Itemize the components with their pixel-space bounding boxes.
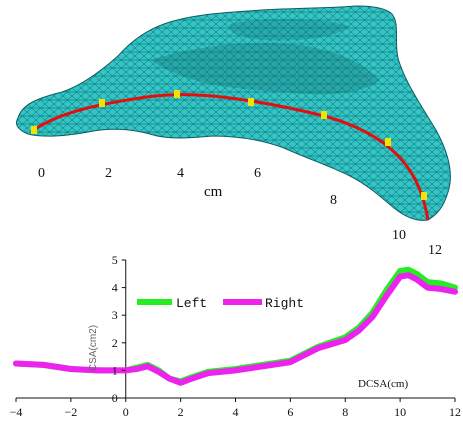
x-tick-label: 4 xyxy=(233,405,239,419)
x-tick-label: −4 xyxy=(10,405,23,419)
x-tick-label: −2 xyxy=(64,405,77,419)
legend: Left Right xyxy=(137,296,304,311)
y-axis-label: CSA(cm2) xyxy=(88,325,99,371)
y-tick-label: 5 xyxy=(112,253,118,267)
centerline-marker xyxy=(31,126,37,134)
y-tick-label: 4 xyxy=(112,281,118,295)
centerline-marker xyxy=(99,99,105,107)
x-tick-label: 2 xyxy=(178,405,184,419)
x-axis-label: DCSA(cm) xyxy=(358,378,408,390)
centerline-label-12: 12 xyxy=(428,243,442,258)
series-line-left xyxy=(13,266,458,385)
centerline-labels: 0 2 4 6 8 10 12 cm xyxy=(38,166,442,258)
centerline-marker xyxy=(385,138,391,146)
y-tick-label: 3 xyxy=(112,308,118,322)
mesh-model xyxy=(15,5,451,221)
x-tick-label: 12 xyxy=(449,405,461,419)
mesh-shadow xyxy=(150,42,380,95)
x-tick-label: 6 xyxy=(287,405,293,419)
y-tick-label: 0 xyxy=(112,391,118,405)
legend-label-left: Left xyxy=(176,296,207,311)
centerline xyxy=(33,93,430,221)
mesh-shadow-2 xyxy=(229,18,350,41)
centerline-marker xyxy=(248,98,254,106)
centerline-marker xyxy=(321,111,327,119)
series-line-right xyxy=(13,272,458,386)
mesh-unit-label: cm xyxy=(204,184,223,200)
centerline-label-0: 0 xyxy=(38,166,45,181)
x-tick-label: 8 xyxy=(342,405,348,419)
chart-series xyxy=(13,266,458,386)
centerline-label-2: 2 xyxy=(105,166,112,181)
centerline-label-4: 4 xyxy=(177,166,184,181)
x-tick-label: 10 xyxy=(394,405,406,419)
legend-label-right: Right xyxy=(265,296,304,311)
mesh-surface xyxy=(15,5,451,221)
centerline-label-8: 8 xyxy=(330,193,337,208)
centerline-label-6: 6 xyxy=(254,166,261,181)
centerline-marker xyxy=(174,90,180,98)
y-tick-label: 1 xyxy=(112,363,118,377)
centerline-marker xyxy=(421,192,427,200)
x-tick-label: 0 xyxy=(123,405,129,419)
y-tick-label: 2 xyxy=(112,336,118,350)
centerline-label-10: 10 xyxy=(392,228,406,243)
centerline-markers xyxy=(31,90,427,200)
